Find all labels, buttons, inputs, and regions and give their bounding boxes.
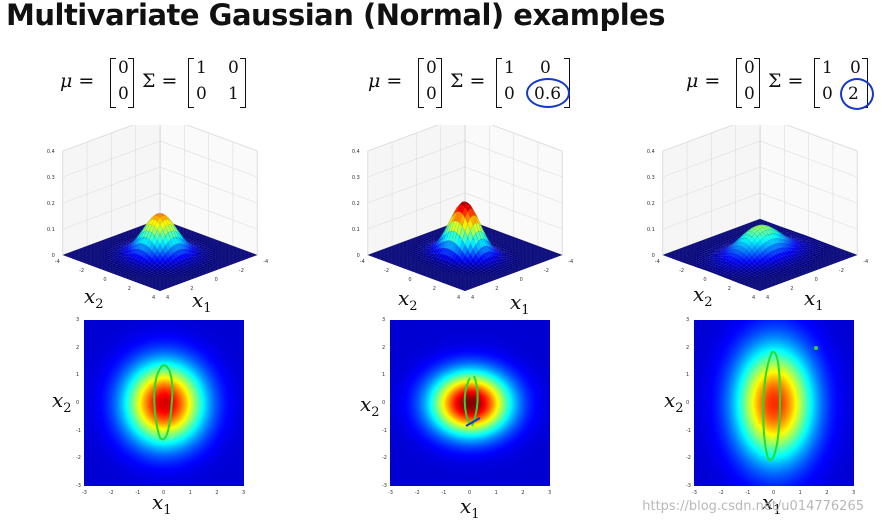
heatmap-tick: 2	[382, 345, 385, 351]
heatmap-tick: 0	[76, 400, 79, 406]
heatmap-tick: -3	[388, 490, 393, 496]
heatmap-tick: -1	[382, 428, 387, 434]
heatmap-tick: 3	[686, 317, 689, 323]
heatmap-tick: -3	[692, 490, 697, 496]
heatmap-tick: 0	[772, 490, 775, 496]
heatmap-tick: -3	[382, 483, 387, 489]
heatmap-tick: 2	[521, 490, 524, 496]
heatmap-tick: -2	[382, 455, 387, 461]
heatmap-tick: 1	[189, 490, 192, 496]
heatmap-tick: 1	[495, 490, 498, 496]
heatmap-tick: -2	[109, 490, 114, 496]
x1-axis-label: x1	[460, 494, 480, 522]
heatmap-tick: 2	[215, 490, 218, 496]
x2-axis-label: x2	[360, 392, 380, 420]
heatmap-tick: -3	[686, 483, 691, 489]
heatmap-tick: 1	[76, 372, 79, 378]
heatmap-tick: 3	[548, 490, 551, 496]
heatmap-tick: 0	[686, 400, 689, 406]
heatmap-tick: -1	[76, 428, 81, 434]
heatmap-tick: -3	[76, 483, 81, 489]
heatmap-tick: -2	[686, 455, 691, 461]
heatmap-tick: 2	[686, 345, 689, 351]
heatmap-tick: 0	[162, 490, 165, 496]
heatmap-tick: -1	[745, 490, 750, 496]
heatmap-tick: -2	[76, 455, 81, 461]
heatmap-tick: -2	[719, 490, 724, 496]
heatmap-tick: -1	[686, 428, 691, 434]
heatmap-tick: 0	[382, 400, 385, 406]
heatmap-tick: 3	[76, 317, 79, 323]
watermark: https://blog.csdn.net/u014776265	[642, 499, 864, 514]
heatmap-tick: 2	[825, 490, 828, 496]
heatmap-tick: -1	[441, 490, 446, 496]
heatmap-tick: 1	[382, 372, 385, 378]
heatmap-tick: -3	[82, 490, 87, 496]
heatmap-tick: -2	[415, 490, 420, 496]
x2-axis-label: x2	[664, 388, 684, 416]
heatmap-tick: 3	[242, 490, 245, 496]
heatmap-tick: 0	[468, 490, 471, 496]
x2-axis-label: x2	[52, 388, 72, 416]
heatmap-tick: -1	[135, 490, 140, 496]
heatmap-tick: 1	[799, 490, 802, 496]
heatmap-tick: 3	[852, 490, 855, 496]
heatmap-tick: 2	[76, 345, 79, 351]
heatmap-tick: 1	[686, 372, 689, 378]
heatmap-tick: 3	[382, 317, 385, 323]
